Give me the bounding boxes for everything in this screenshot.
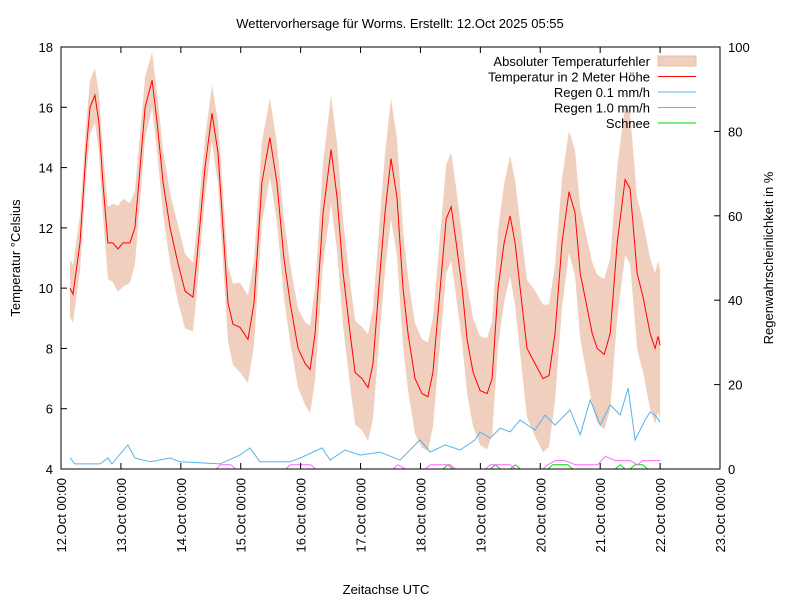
y2-tick-label: 40: [728, 293, 742, 308]
y-tick-label: 6: [46, 402, 53, 417]
x-tick-label: 21.Oct 00:00: [593, 478, 608, 552]
x-tick-label: 15.Oct 00:00: [234, 478, 249, 552]
y2-tick-label: 0: [728, 462, 735, 477]
y-tick-label: 16: [39, 100, 53, 115]
legend-label: Absoluter Temperaturfehler: [493, 54, 650, 69]
y-tick-label: 12: [39, 221, 53, 236]
x-tick-label: 18.Oct 00:00: [413, 478, 428, 552]
legend-label: Schnee: [606, 116, 650, 131]
series-line-regen-1-0-mm-h: [215, 455, 661, 470]
legend-label: Temperatur in 2 Meter Höhe: [488, 70, 650, 85]
series-line-temperatur-in-2-meter-h-he: [69, 80, 661, 398]
x-tick-label: 19.Oct 00:00: [473, 478, 488, 552]
y2-tick-label: 80: [728, 124, 742, 139]
y2-tick-label: 100: [728, 40, 750, 55]
x-tick-label: 20.Oct 00:00: [533, 478, 548, 552]
y2-tick-label: 60: [728, 209, 742, 224]
y2-axis-label: Regenwahrscheinlichkeit in %: [761, 171, 776, 344]
y-tick-label: 10: [39, 281, 53, 296]
x-tick-label: 16.Oct 00:00: [294, 478, 309, 552]
y-axis-label: Temperatur °Celsius: [8, 199, 23, 317]
x-tick-label: 23.Oct 00:00: [713, 478, 728, 552]
y2-tick-label: 20: [728, 378, 742, 393]
chart-title: Wettervorhersage für Worms. Erstellt: 12…: [236, 16, 564, 31]
series-line-regen-0-1-mm-h: [69, 387, 661, 465]
x-tick-label: 13.Oct 00:00: [114, 478, 129, 552]
x-tick-label: 14.Oct 00:00: [174, 478, 189, 552]
y-tick-label: 4: [46, 462, 53, 477]
y-tick-label: 8: [46, 341, 53, 356]
axis-ticks: 12.Oct 00:00 13.Oct 00:00 14.Oct 00:00 15.O…: [39, 40, 750, 552]
x-tick-label: 12.Oct 00:00: [54, 478, 69, 552]
y-tick-label: 14: [39, 161, 53, 176]
plot-frame: [60, 46, 721, 470]
x-tick-label: 22.Oct 00:00: [653, 478, 668, 552]
y-tick-label: 18: [39, 40, 53, 55]
x-tick-label: 17.Oct 00:00: [354, 478, 369, 552]
legend-label: Regen 1.0 mm/h: [554, 101, 650, 116]
x-axis-label: Zeitachse UTC: [343, 582, 430, 597]
legend-swatch: [657, 55, 697, 67]
legend-label: Regen 0.1 mm/h: [554, 85, 650, 100]
